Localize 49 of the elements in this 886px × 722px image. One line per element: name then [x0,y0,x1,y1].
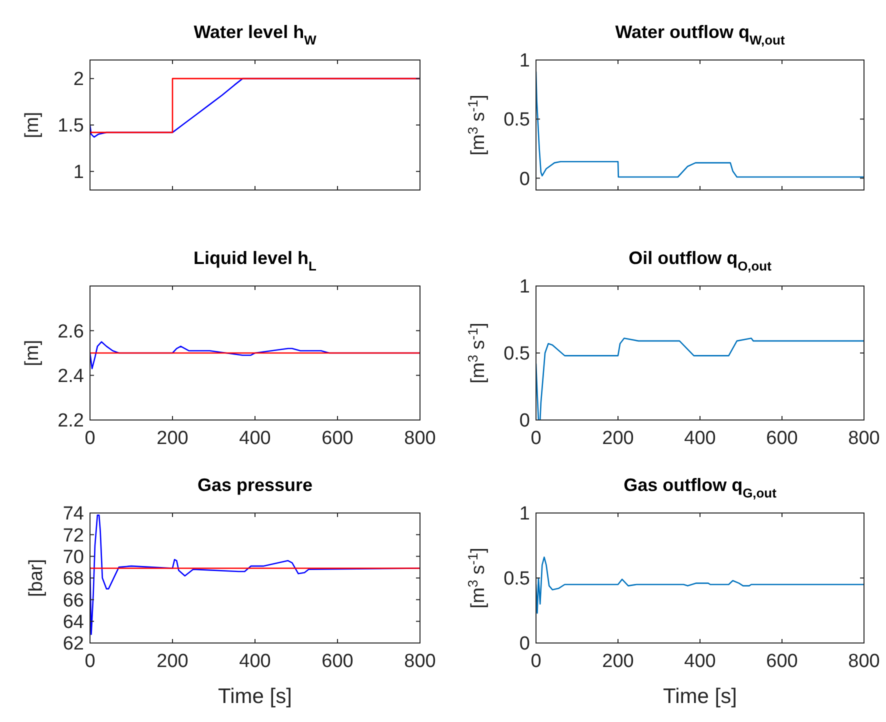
x-tick-label: 200 [156,428,188,449]
chart-title: Oil outflow q$_{O,out}$ [628,248,772,274]
x-tick-label: 200 [602,651,634,672]
x-tick-label: 600 [766,651,798,672]
y-tick-label: 2.2 [58,410,84,432]
y-tick-label: 0 [519,634,530,655]
y-tick-label: 0 [519,168,530,190]
y-tick-label: 64 [62,612,84,633]
y-tick-label: 1 [519,50,530,72]
x-axis-title: Time [s] [663,685,737,708]
chart-title: Water level h$_{W}$ [194,22,318,48]
y-tick-label: 74 [62,504,84,525]
x-tick-label: 800 [404,428,436,449]
x-tick-label: 800 [848,651,880,672]
y-tick-label: 72 [62,525,84,546]
x-tick-label: 800 [404,651,436,672]
x-tick-label: 400 [684,428,716,449]
x-tick-label: 800 [848,428,880,449]
y-tick-label: 1.5 [58,116,84,137]
y-tick-label: 66 [62,590,84,612]
x-axis-title: Time [s] [218,685,292,708]
chart-title: Gas pressure [197,475,313,495]
y-tick-label: 1 [519,276,530,298]
chart-title: Liquid level h$_{L}$ [194,248,317,274]
x-tick-label: 200 [156,651,188,672]
y-tick-label: 70 [62,546,84,568]
y-tick-label: 1 [519,504,530,525]
x-tick-label: 600 [322,428,354,449]
y-tick-label: 0.5 [504,110,530,131]
y-tick-label: 2.4 [58,366,84,387]
x-tick-label: 200 [602,428,634,449]
y-tick-label: 68 [62,568,84,590]
y-tick-label: 0.5 [504,344,530,365]
y-axis-title: [bar] [26,558,47,598]
chart-title: Water outflow q$_{W,out}$ [615,22,786,48]
y-tick-label: 0.5 [504,568,530,590]
x-tick-label: 400 [684,651,716,672]
x-tick-label: 600 [766,428,798,449]
x-tick-label: 600 [322,651,354,672]
y-tick-label: 2 [73,69,84,90]
y-axis-title: [m] [22,112,43,138]
y-tick-label: 2.6 [58,321,84,342]
y-tick-label: 1 [73,162,84,184]
y-axis-title: [m] [22,340,43,366]
x-tick-label: 400 [239,428,271,449]
chart-title: Gas outflow q$_{G,out}$ [624,475,778,500]
y-tick-label: 0 [519,410,530,432]
y-tick-label: 62 [62,634,84,655]
x-tick-label: 400 [239,651,271,672]
